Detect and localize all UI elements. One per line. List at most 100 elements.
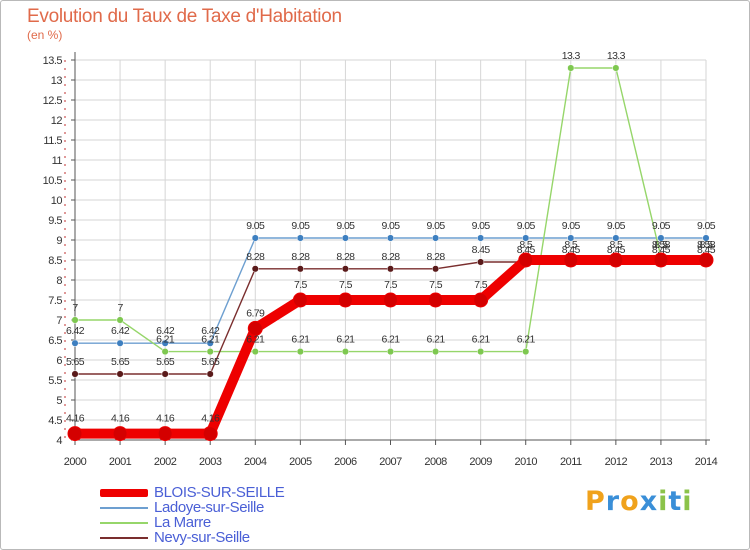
x-tick-label: 2003 bbox=[199, 456, 222, 468]
legend-label-nevy: Nevy-sur-Seille bbox=[154, 529, 250, 546]
data-label-0: 7.5 bbox=[339, 279, 353, 291]
proxiti-logo[interactable]: Proxiti bbox=[585, 486, 693, 517]
data-label-1: 9.05 bbox=[697, 220, 716, 232]
y-tick-label: 11.5 bbox=[43, 135, 62, 147]
x-tick-label: 2005 bbox=[289, 456, 312, 468]
data-point-3 bbox=[116, 370, 124, 378]
data-label-3: 5.65 bbox=[156, 356, 175, 368]
data-point-0 bbox=[518, 252, 534, 268]
data-label-0: 7.5 bbox=[474, 279, 488, 291]
y-tick-label: 11 bbox=[52, 155, 63, 167]
data-label-1: 6.42 bbox=[111, 325, 130, 337]
y-tick-label: 8 bbox=[56, 275, 62, 287]
data-point-2 bbox=[612, 64, 620, 72]
data-label-1: 9.05 bbox=[472, 220, 491, 232]
y-tick-label: 7 bbox=[56, 315, 62, 327]
data-label-1: 6.42 bbox=[201, 325, 220, 337]
x-tick-label: 2009 bbox=[469, 456, 492, 468]
data-point-1 bbox=[251, 234, 259, 242]
data-point-1 bbox=[386, 234, 395, 242]
data-point-0 bbox=[653, 252, 669, 268]
data-point-1 bbox=[71, 339, 79, 347]
data-point-1 bbox=[657, 234, 665, 242]
y-tick-label: 8.5 bbox=[48, 255, 62, 267]
data-point-3 bbox=[71, 370, 79, 378]
legend-swatch-ladoye bbox=[100, 507, 148, 509]
logo-letter: x bbox=[639, 486, 659, 517]
y-tick-label: 5 bbox=[56, 395, 62, 407]
y-tick-label: 13 bbox=[51, 75, 63, 87]
data-label-3: 8.45 bbox=[562, 244, 581, 256]
data-label-2: 6.21 bbox=[381, 334, 400, 346]
data-label-1: 9.05 bbox=[291, 220, 310, 232]
logo-letter: t bbox=[668, 486, 683, 517]
data-point-2 bbox=[432, 348, 440, 356]
data-point-1 bbox=[477, 234, 485, 242]
data-point-0 bbox=[292, 292, 308, 308]
data-point-3 bbox=[206, 370, 214, 378]
data-label-0: 6.79 bbox=[246, 307, 265, 319]
data-point-1 bbox=[702, 234, 710, 242]
data-label-2: 7 bbox=[117, 302, 123, 314]
x-tick-label: 2002 bbox=[154, 456, 177, 468]
data-label-0: 8.5 bbox=[655, 239, 669, 251]
data-label-3: 8.45 bbox=[472, 244, 491, 256]
y-tick-label: 5.5 bbox=[48, 375, 62, 387]
data-label-1: 9.05 bbox=[517, 220, 536, 232]
data-point-0 bbox=[698, 252, 714, 268]
data-label-1: 6.42 bbox=[156, 325, 175, 337]
data-label-2: 6.21 bbox=[156, 334, 175, 346]
data-label-1: 9.05 bbox=[336, 220, 355, 232]
data-point-3 bbox=[161, 370, 169, 378]
data-point-0 bbox=[428, 292, 444, 308]
x-tick-label: 2014 bbox=[695, 456, 718, 468]
y-tick-label: 4 bbox=[56, 435, 62, 447]
data-label-0: 4.16 bbox=[66, 413, 85, 425]
data-point-1 bbox=[296, 234, 304, 242]
data-point-2 bbox=[296, 348, 304, 356]
data-label-3: 8.28 bbox=[427, 251, 446, 263]
y-tick-label: 9.5 bbox=[48, 215, 62, 227]
data-point-1 bbox=[341, 234, 349, 242]
data-label-1: 9.05 bbox=[381, 220, 400, 232]
x-tick-label: 2011 bbox=[560, 456, 582, 468]
data-label-0: 7.5 bbox=[294, 279, 308, 291]
data-label-1: 9.05 bbox=[427, 220, 446, 232]
data-label-0: 4.16 bbox=[111, 413, 130, 425]
x-tick-label: 2008 bbox=[424, 456, 447, 468]
legend-swatch-la-marre bbox=[100, 522, 148, 524]
x-tick-label: 2006 bbox=[334, 456, 357, 468]
data-point-0 bbox=[608, 252, 624, 268]
data-point-2 bbox=[116, 316, 124, 324]
y-tick-label: 10.5 bbox=[43, 175, 63, 187]
data-point-0 bbox=[563, 252, 579, 268]
data-label-3: 5.65 bbox=[66, 356, 85, 368]
data-label-1: 9.05 bbox=[246, 220, 265, 232]
data-label-2: 6.21 bbox=[472, 334, 491, 346]
data-point-0 bbox=[67, 426, 83, 442]
data-label-2: 7 bbox=[72, 302, 78, 314]
data-label-3: 8.45 bbox=[517, 244, 536, 256]
y-tick-label: 13.5 bbox=[43, 55, 63, 67]
data-label-2: 6.21 bbox=[336, 334, 355, 346]
data-point-0 bbox=[337, 292, 353, 308]
data-label-2: 13.3 bbox=[562, 50, 581, 62]
data-point-3 bbox=[386, 265, 395, 273]
data-point-1 bbox=[612, 234, 620, 242]
data-point-0 bbox=[383, 292, 398, 308]
data-label-2: 13.3 bbox=[607, 50, 626, 62]
data-label-2: 8.58 bbox=[652, 239, 671, 251]
data-label-3: 8.28 bbox=[246, 251, 265, 263]
y-tick-label: 9 bbox=[56, 235, 62, 247]
data-label-3: 8.28 bbox=[291, 251, 310, 263]
data-point-0 bbox=[247, 320, 263, 336]
data-point-2 bbox=[161, 348, 169, 356]
data-label-0: 4.16 bbox=[201, 413, 220, 425]
y-tick-label: 10 bbox=[51, 195, 63, 207]
data-point-1 bbox=[432, 234, 440, 242]
data-point-2 bbox=[522, 348, 530, 356]
chart-title: Evolution du Taux de Taxe d'Habitation bbox=[27, 6, 342, 27]
y-tick-label: 6 bbox=[56, 355, 62, 367]
data-point-3 bbox=[432, 265, 440, 273]
